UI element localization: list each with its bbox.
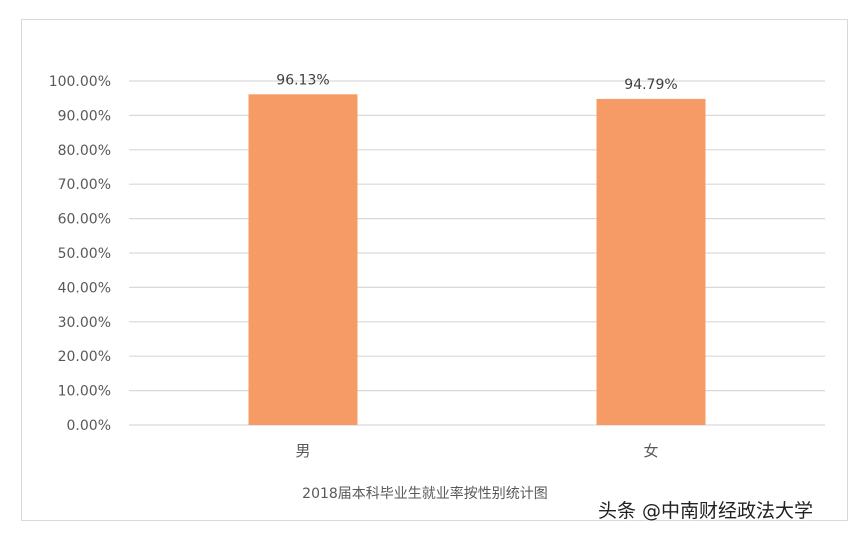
y-tick-label: 80.00%	[58, 143, 111, 159]
bar-1	[596, 98, 706, 426]
bar-0	[248, 94, 358, 425]
y-tick-label: 90.00%	[58, 108, 111, 124]
y-tick-label: 50.00%	[58, 246, 111, 262]
y-tick-label: 10.00%	[58, 384, 111, 400]
y-tick-label: 30.00%	[58, 315, 111, 331]
y-tick-label: 60.00%	[58, 212, 111, 228]
y-tick-label: 40.00%	[58, 280, 111, 296]
data-label: 94.79%	[624, 77, 677, 93]
chart-title: 2018届本科毕业生就业率按性别统计图	[302, 485, 548, 502]
y-tick-label: 70.00%	[58, 177, 111, 193]
chart-frame	[21, 19, 848, 521]
x-tick-label: 男	[295, 442, 310, 460]
y-tick-label: 100.00%	[49, 74, 111, 90]
watermark: 头条 @中南财经政法大学	[598, 500, 814, 522]
y-tick-label: 20.00%	[58, 349, 111, 365]
y-tick-label: 0.00%	[67, 418, 111, 434]
data-label: 96.13%	[276, 72, 329, 88]
x-tick-label: 女	[643, 442, 658, 460]
